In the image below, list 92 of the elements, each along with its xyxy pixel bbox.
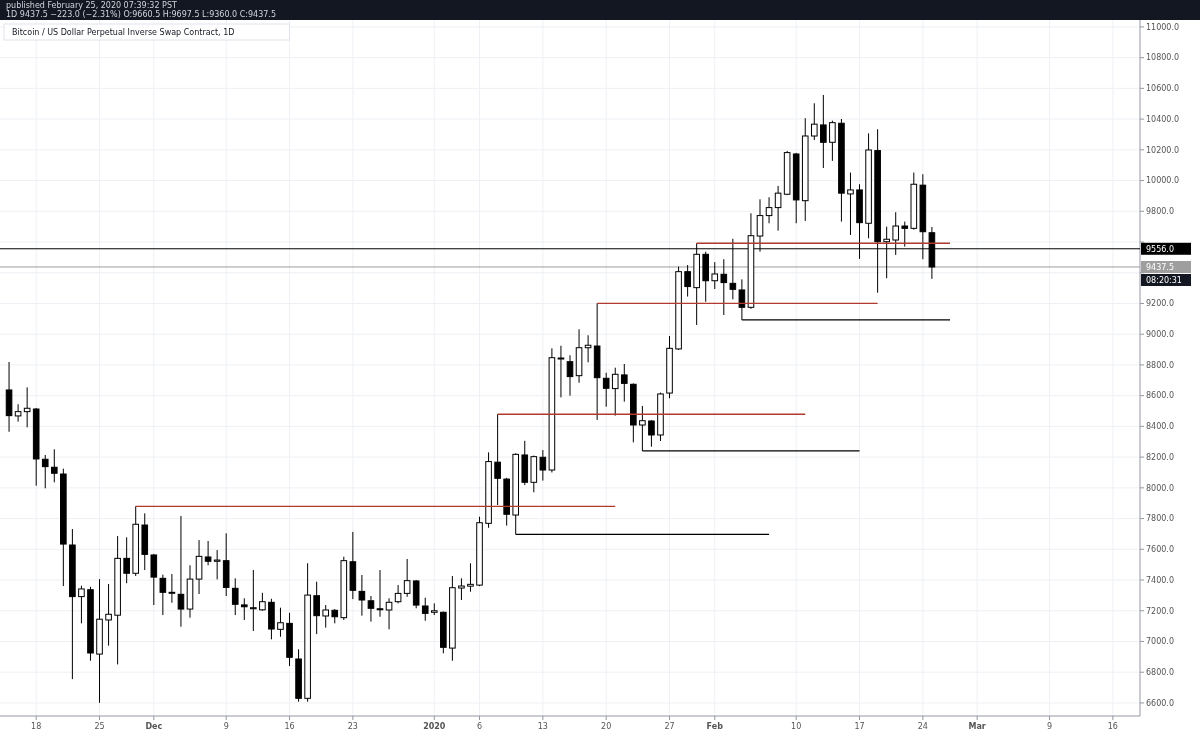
- y-tick-label: 9000.0: [1146, 330, 1174, 339]
- y-tick-label: 6600.0: [1146, 698, 1174, 708]
- candlestick: [23, 386, 31, 428]
- candlestick: [231, 577, 239, 616]
- candlestick: [602, 372, 610, 408]
- candlestick: [123, 536, 130, 584]
- x-tick-label: 10: [791, 722, 802, 731]
- candlestick: [385, 597, 393, 630]
- text: Bitcoin / US Dollar Perpetual Inverse Swap Contract, 1D: [12, 28, 235, 37]
- candlestick: [168, 573, 176, 604]
- x-tick-label: Feb: [706, 722, 724, 731]
- x-tick-label: 17: [854, 722, 865, 731]
- candlestick: [847, 172, 854, 236]
- candlestick: [313, 581, 320, 635]
- y-tick-label: 10800.0: [1146, 53, 1180, 63]
- x-tick-label: 27: [664, 722, 675, 731]
- y-tick-label: 11000.0: [1146, 22, 1180, 32]
- candlestick: [150, 553, 158, 606]
- candlestick: [557, 345, 565, 398]
- candlestick: [50, 448, 58, 483]
- candlestick: [177, 515, 185, 628]
- candlestick: [421, 597, 429, 622]
- y-tick-label: 8600.0: [1146, 391, 1174, 401]
- candlestick: [105, 583, 112, 647]
- y-tick-label: 8000.0: [1146, 483, 1174, 493]
- candlestick: [376, 569, 384, 618]
- candlestick: [14, 403, 22, 423]
- y-tick-label: 7600.0: [1146, 545, 1174, 555]
- x-tick-label: 9: [1046, 722, 1053, 731]
- candlestick: [195, 539, 203, 595]
- x-tick-label: 20: [601, 722, 612, 731]
- candlestick: [204, 540, 212, 566]
- y-tick-label: 7000.0: [1146, 637, 1174, 647]
- text: 08:20:31: [1146, 275, 1182, 285]
- y-tick-label: 10600.0: [1146, 84, 1180, 94]
- x-tick-label: 6: [476, 722, 483, 731]
- x-tick-label: 16: [284, 722, 295, 731]
- candlestick: [765, 196, 773, 224]
- candlestick: [467, 562, 474, 593]
- y-tick-label: 9800.0: [1146, 207, 1174, 217]
- candlestick: [322, 604, 330, 629]
- candlestick: [358, 574, 366, 617]
- candlestick: [41, 454, 49, 489]
- y-tick-label: 8200.0: [1146, 452, 1174, 462]
- candlestick: [213, 549, 221, 580]
- x-tick-label: 25: [94, 722, 105, 731]
- y-tick-label: 10200.0: [1146, 145, 1180, 155]
- candlestick: [711, 261, 719, 290]
- candlestick: [277, 607, 284, 638]
- candlestick: [78, 585, 85, 624]
- x-tick-label: Dec: [145, 722, 163, 731]
- text: published February 25, 2020 07:39:32 PST: [6, 1, 177, 10]
- candlestick: [829, 120, 836, 162]
- candlestick: [648, 419, 655, 448]
- candlestick: [367, 595, 375, 623]
- candlestick: [774, 185, 782, 232]
- candlestick: [684, 264, 691, 298]
- ref-line-label: 9437.5: [1146, 262, 1174, 272]
- x-tick-label: 2020: [423, 722, 446, 731]
- y-tick-label: 7400.0: [1146, 575, 1174, 585]
- x-tick-label: 24: [917, 722, 928, 731]
- candlestick: [584, 334, 592, 363]
- candlestick: [240, 597, 248, 621]
- y-tick-label: 8400.0: [1146, 422, 1174, 432]
- y-tick-label: 6800.0: [1146, 668, 1174, 678]
- chart-subtitle: 1D 9437.5 −223.0 (−2.31%) O:9660.5 H:9697.5 L:9360.0 C:9437.5: [6, 10, 276, 19]
- x-tick-label: 18: [31, 722, 42, 731]
- candlestick: [539, 449, 547, 482]
- y-tick-label: 8800.0: [1146, 360, 1174, 370]
- y-tick-label: 7200.0: [1146, 606, 1174, 616]
- candlestick: [394, 584, 402, 604]
- x-tick-label: 9: [223, 722, 229, 731]
- candlestick: [494, 413, 501, 506]
- candlestick: [458, 577, 465, 601]
- y-tick-label: 10400.0: [1146, 114, 1180, 124]
- candlestick: [250, 569, 257, 632]
- candlestick: [620, 363, 628, 403]
- candlestick: [611, 367, 619, 417]
- x-tick-label: 16: [1107, 722, 1118, 731]
- candlestick: [159, 574, 167, 616]
- candlestick: [820, 94, 827, 169]
- candlestick: [720, 258, 728, 316]
- y-tick-label: 7800.0: [1146, 514, 1174, 524]
- candlestick: [403, 558, 411, 598]
- x-tick-label: 13: [537, 722, 548, 731]
- ref-line-label: 9556.0: [1146, 244, 1174, 254]
- x-tick-label: Mar: [968, 722, 986, 731]
- candlestick: [810, 102, 818, 141]
- candlestick: [566, 354, 574, 397]
- y-tick-label: 10000.0: [1146, 176, 1180, 186]
- x-tick-label: 23: [347, 722, 358, 731]
- y-tick-label: 9200.0: [1146, 299, 1174, 309]
